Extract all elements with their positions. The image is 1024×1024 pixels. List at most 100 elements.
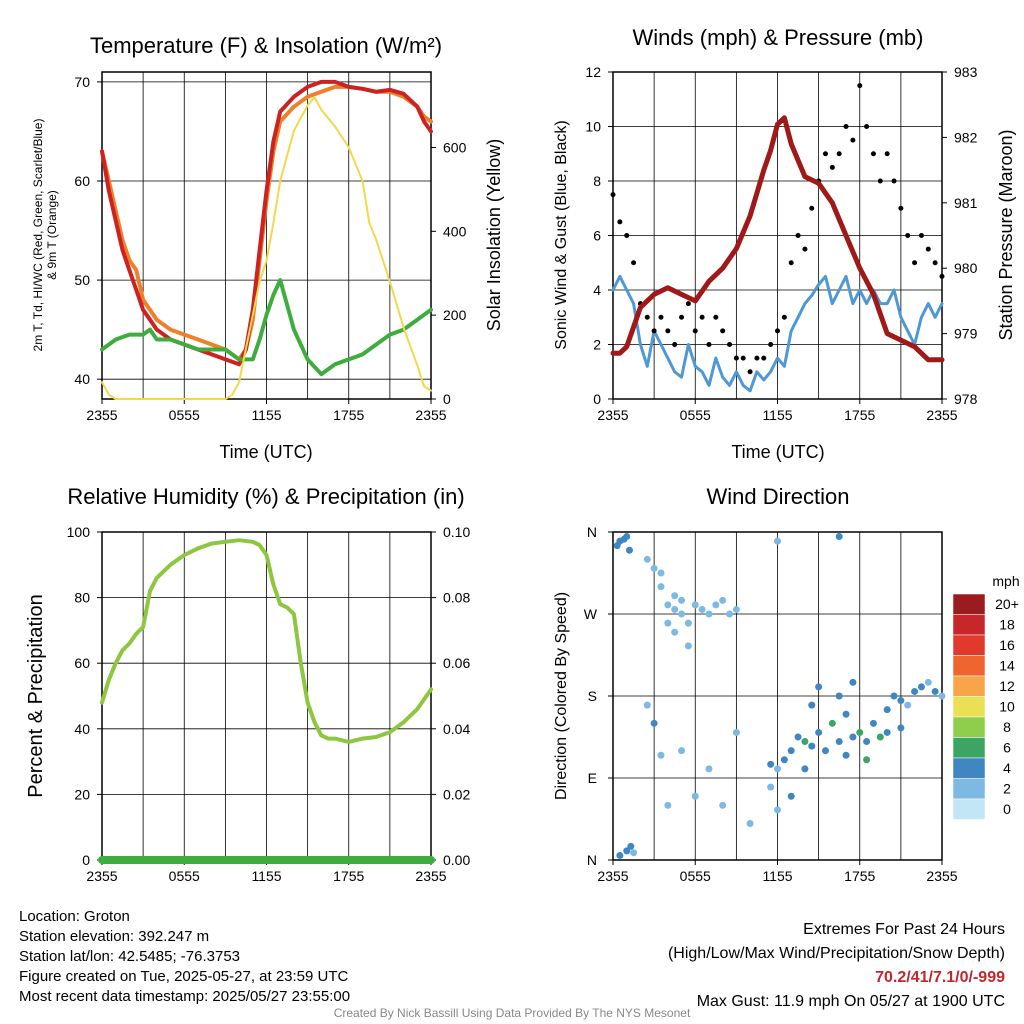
direction-point (719, 801, 727, 809)
gust-point (870, 151, 876, 157)
direction-point (890, 692, 898, 700)
gust-point (918, 233, 924, 238)
gust-point (651, 328, 657, 334)
temp_2m-line (100, 79, 433, 367)
y-tick-label-left: 10 (585, 119, 601, 135)
direction-point (623, 533, 631, 541)
y-tick-label-right: 979 (954, 326, 978, 342)
direction-tick-label: N (587, 524, 597, 540)
direction-tick-label: S (588, 688, 597, 704)
gust-point (809, 205, 815, 211)
y-tick-label-right: 982 (954, 129, 978, 145)
gust-point (822, 151, 828, 157)
direction-point (625, 546, 633, 554)
direction-point (650, 719, 658, 727)
y-tick-label-right: 978 (954, 391, 978, 407)
rh-panel-title: Relative Humidity (%) & Precipitation (i… (67, 484, 464, 509)
temp-ylabel-left-2: & 9m T (Orange) (45, 190, 59, 280)
direction-point (671, 605, 679, 613)
y-tick-label-right: 0.08 (443, 590, 470, 606)
gust-point (768, 342, 774, 347)
direction-point (869, 719, 877, 727)
legend-label: 8 (1003, 719, 1011, 735)
direction-point (691, 792, 699, 800)
direction-point (643, 555, 651, 563)
gust-point (781, 314, 787, 320)
wind-line (611, 274, 944, 393)
gust-point (740, 355, 746, 361)
y-tick-label-right: 600 (443, 139, 467, 155)
legend-label: 2 (1003, 781, 1011, 797)
insolation-line (101, 96, 432, 400)
y-tick-label-right: 981 (954, 195, 978, 211)
gust-point (624, 233, 630, 238)
direction-point (671, 628, 679, 636)
y-tick-label-right: 980 (954, 260, 978, 276)
direction-point (863, 738, 871, 746)
direction-point (876, 733, 884, 741)
recent-data-text: Most recent data timestamp: 2025/05/27 2… (19, 988, 351, 1005)
direction-point (678, 596, 686, 604)
direction-point (924, 678, 932, 686)
x-tick-label: 2355 (926, 407, 957, 423)
rh-panel (97, 531, 436, 865)
legend-title: mph (992, 573, 1019, 589)
direction-point (917, 683, 925, 691)
y-tick-label-right: 0.02 (443, 786, 470, 802)
direction-point (828, 719, 836, 727)
direction-point (801, 738, 809, 746)
direction-point (678, 747, 686, 755)
legend-swatch (952, 675, 986, 697)
gust-point (665, 328, 671, 334)
latlon-text: Station lat/lon: 42.5485; -76.3753 (19, 948, 241, 965)
direction-point (726, 610, 734, 618)
direction-point (767, 783, 775, 791)
x-tick-label: 1155 (762, 868, 792, 884)
y-tick-label-left: 40 (74, 371, 90, 387)
created-text: Figure created on Tue, 2025-05-27, at 23… (19, 968, 349, 985)
direction-point (801, 765, 809, 773)
temp-panel (97, 71, 436, 404)
direction-point (835, 738, 843, 746)
legend-label: 16 (999, 637, 1015, 653)
legend-swatch (952, 634, 986, 656)
direction-point (883, 706, 891, 714)
direction-point (712, 601, 720, 609)
pressure-line (610, 115, 945, 363)
y-tick-label-right: 0.04 (443, 721, 470, 737)
direction-point (630, 849, 638, 857)
direction-panel-title: Wind Direction (706, 484, 849, 509)
legend-swatch (952, 593, 986, 615)
direction-point (883, 728, 891, 736)
gust-point (679, 314, 685, 320)
gust-point (631, 260, 637, 266)
gust-point (857, 83, 863, 89)
rh-ylabel-left: Percent & Precipitation (25, 594, 47, 797)
credit-text: Created By Nick Bassill Using Data Provi… (333, 1006, 691, 1020)
direction-point (684, 619, 692, 627)
gust-point (733, 355, 739, 361)
station-info: Location: Groton Station elevation: 392.… (19, 907, 350, 1007)
direction-point (856, 728, 864, 736)
y-tick-label-right: 0 (443, 391, 451, 407)
gust-point (754, 355, 760, 361)
max-gust-text: Max Gust: 11.9 mph On 05/27 at 1900 UTC (696, 993, 1005, 1010)
y-tick-label-left: 100 (67, 524, 91, 540)
direction-point (664, 619, 672, 627)
direction-panel (608, 531, 946, 865)
direction-point (794, 733, 802, 741)
direction-point (774, 537, 781, 545)
y-tick-label-left: 50 (74, 272, 90, 288)
direction-point (897, 697, 905, 705)
wind-ylabel-right: Station Pressure (Maroon) (996, 129, 1016, 340)
gust-point (898, 205, 904, 211)
x-tick-label: 0555 (169, 407, 200, 423)
temp-ylabel-right: Solar Insolation (Yellow) (484, 139, 504, 331)
gust-point (884, 151, 890, 157)
direction-point (627, 842, 635, 850)
x-tick-label: 0555 (169, 868, 200, 884)
x-tick-label: 1755 (333, 868, 364, 884)
direction-point (821, 747, 829, 755)
direction-point (643, 701, 651, 709)
